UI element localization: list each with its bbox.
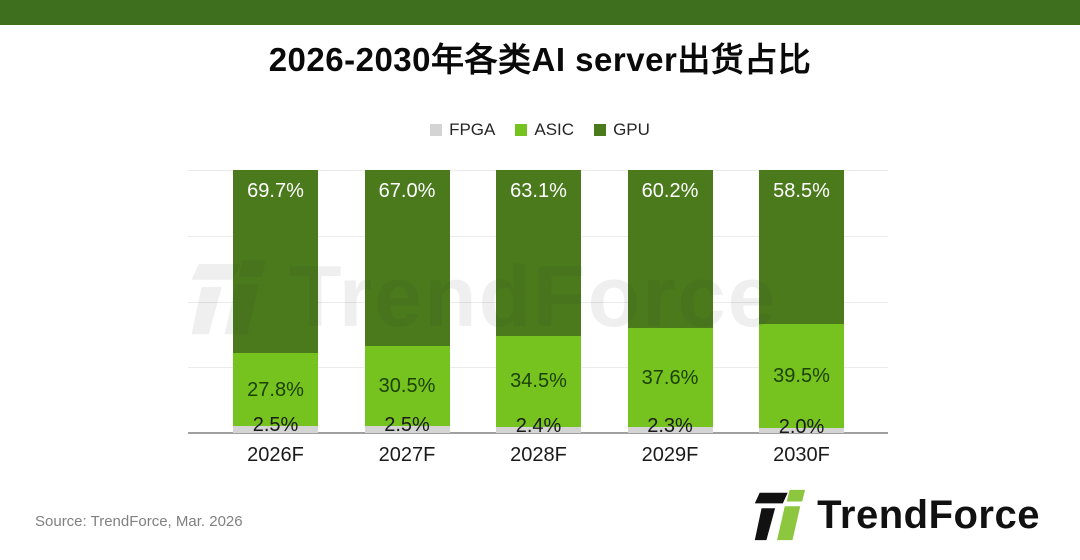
segment-asic-2030F [759,323,844,428]
segment-asic-2026F [233,353,318,427]
trendforce-logo-icon [754,489,806,541]
value-label-fpga-2028F: 2.4% [515,414,562,437]
value-label-gpu-2027F: 67.0% [378,180,436,202]
value-label-fpga-2026F: 2.5% [252,414,299,437]
category-label-2030F: 2030F [773,444,830,466]
value-label-fpga-2030F: 2.0% [778,415,825,438]
legend-swatch-fpga [430,124,443,136]
segment-fpga-2026F [233,426,318,433]
bar-2029F [627,150,713,433]
legend-swatch-gpu [594,124,607,136]
top-accent-strip [0,0,1080,25]
value-label-gpu-2030F: 58.5% [773,180,830,202]
segment-fpga-2027F [364,426,450,433]
segment-fpga-2029F [627,426,713,433]
legend-label: GPU [613,120,650,139]
category-label-2029F: 2029F [641,444,699,466]
bar-2028F [496,150,581,433]
stacked-bar-chart: TrendForce 2.5%27.8%69.7%2026F2.5%30.5%6… [0,150,1080,480]
segment-fpga-2028F [496,426,581,433]
x-axis-line [188,432,888,434]
value-label-gpu-2028F: 63.1% [510,180,567,202]
legend-item-fpga: FPGA [430,120,495,140]
value-label-asic-2026F: 27.8% [247,378,304,401]
bar-2030F [759,150,844,433]
category-label-2028F: 2028F [510,444,567,466]
value-label-asic-2027F: 30.5% [378,375,436,398]
segment-asic-2027F [364,346,450,427]
trendforce-brand: TrendForce [749,486,1040,544]
segment-gpu-2029F [627,169,713,329]
value-label-fpga-2027F: 2.5% [384,414,430,437]
category-label-2027F: 2027F [378,444,436,466]
value-label-asic-2028F: 34.5% [510,370,567,393]
value-label-asic-2030F: 39.5% [773,364,830,387]
segment-gpu-2028F [496,170,581,336]
value-label-asic-2029F: 37.6% [641,366,699,389]
category-label-2026F: 2026F [247,444,304,466]
segment-gpu-2030F [759,170,844,324]
segment-gpu-2027F [364,170,450,347]
segment-fpga-2030F [759,427,844,433]
chart-legend: FPGA ASIC GPU [0,117,1080,143]
legend-label: ASIC [534,120,575,139]
bar-2027F [364,150,450,433]
value-label-fpga-2029F: 2.3% [647,414,693,437]
legend-label: FPGA [449,120,496,139]
page-title: 2026-2030年各类AI server出货占比 [268,41,812,78]
legend-item-gpu: GPU [594,120,650,140]
value-label-gpu-2026F: 69.7% [247,180,304,202]
segment-asic-2029F [627,328,713,427]
bar-2026F [233,150,318,433]
value-label-gpu-2029F: 60.2% [641,179,699,202]
legend-swatch-asic [515,124,528,136]
legend-item-asic: ASIC [515,120,574,140]
brand-wordmark: TrendForce [817,492,1040,537]
segment-gpu-2026F [233,170,318,354]
segment-asic-2028F [496,335,581,427]
source-note: Source: TrendForce, Mar. 2026 [35,513,243,530]
